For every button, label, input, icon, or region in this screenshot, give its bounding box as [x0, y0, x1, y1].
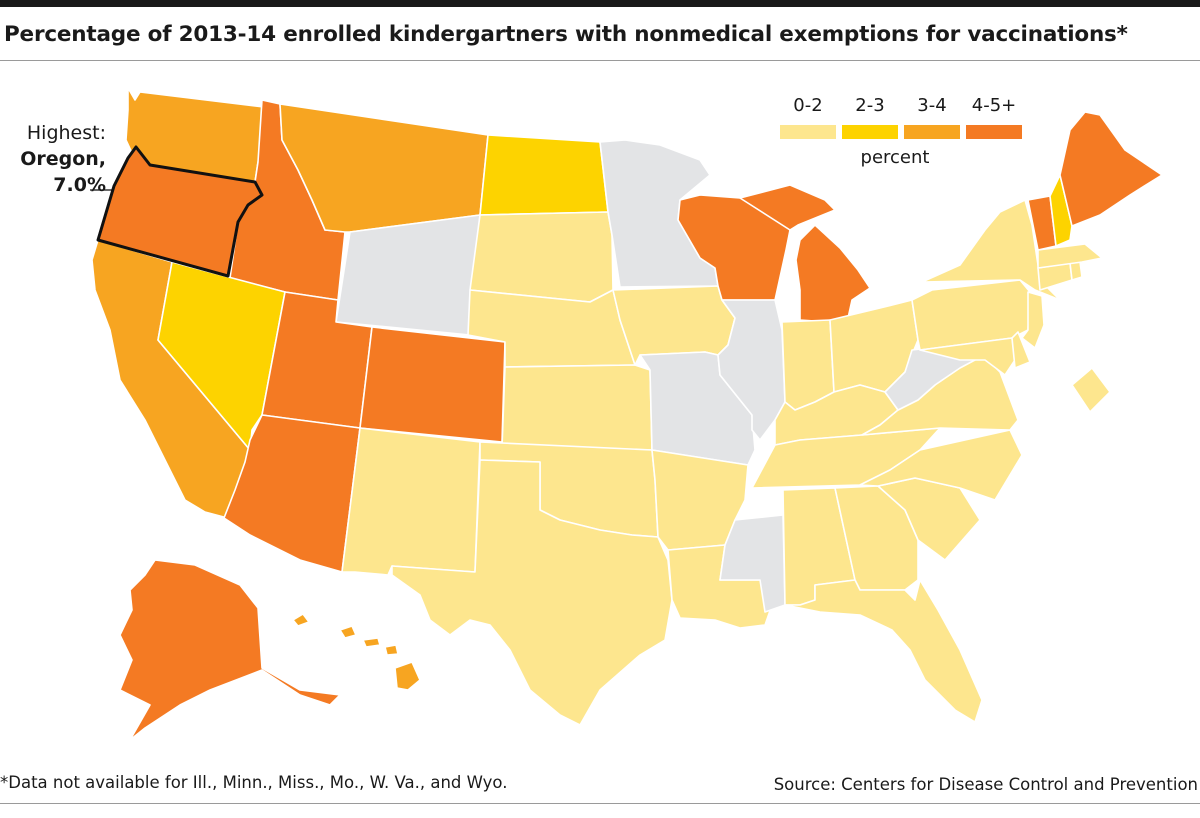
callout-value: 7.0%: [53, 174, 106, 196]
legend-swatch-0-2: [780, 125, 836, 139]
state-district-of-columbia: [1071, 367, 1111, 413]
state-kansas: [501, 364, 653, 451]
state-new-york: [921, 199, 1061, 301]
footer-rule: [0, 803, 1200, 804]
state-new-mexico: [341, 427, 481, 576]
source-credit: Source: Centers for Disease Control and …: [773, 775, 1198, 794]
state-florida: [784, 579, 983, 723]
state-massachusetts: [1037, 243, 1103, 269]
legend-swatch-2-3: [842, 125, 898, 139]
highest-callout: Highest: Oregon, 7.0%: [8, 120, 106, 198]
callout-label: Highest:: [26, 122, 106, 144]
legend-swatch-4-5: [966, 125, 1022, 139]
state-hawaii: [292, 613, 421, 691]
state-north-carolina: [859, 429, 1023, 501]
state-wyoming: [335, 214, 481, 336]
legend-unit: percent: [860, 147, 930, 168]
us-map: [90, 87, 1163, 741]
state-delaware: [1011, 331, 1031, 369]
state-south-dakota: [469, 211, 614, 303]
legend-label-3-4: 3-4: [917, 95, 947, 116]
state-rhode-island: [1069, 261, 1083, 281]
footnote: *Data not available for Ill., Minn., Mis…: [0, 773, 508, 792]
state-new-jersey: [1021, 291, 1045, 349]
legend-label-4-5: 4-5+: [971, 95, 1017, 116]
chart-title: Percentage of 2013-14 enrolled kindergar…: [4, 22, 1128, 47]
state-alaska: [119, 559, 341, 741]
legend-label-2-3: 2-3: [855, 95, 885, 116]
legend-label-0-2: 0-2: [793, 95, 823, 116]
state-maine: [1059, 111, 1163, 227]
title-rule: [0, 60, 1200, 61]
state-north-dakota: [479, 134, 609, 216]
state-new-hampshire: [1049, 174, 1073, 247]
legend: 0-2 2-3 3-4 4-5+ percent: [780, 95, 1030, 175]
state-colorado: [359, 326, 506, 443]
state-texas: [391, 459, 673, 726]
legend-swatch-3-4: [904, 125, 960, 139]
state-michigan: [739, 184, 871, 323]
top-rule: [0, 0, 1200, 7]
oregon-highlight-outline: [96, 145, 264, 278]
callout-state: Oregon,: [20, 148, 106, 170]
